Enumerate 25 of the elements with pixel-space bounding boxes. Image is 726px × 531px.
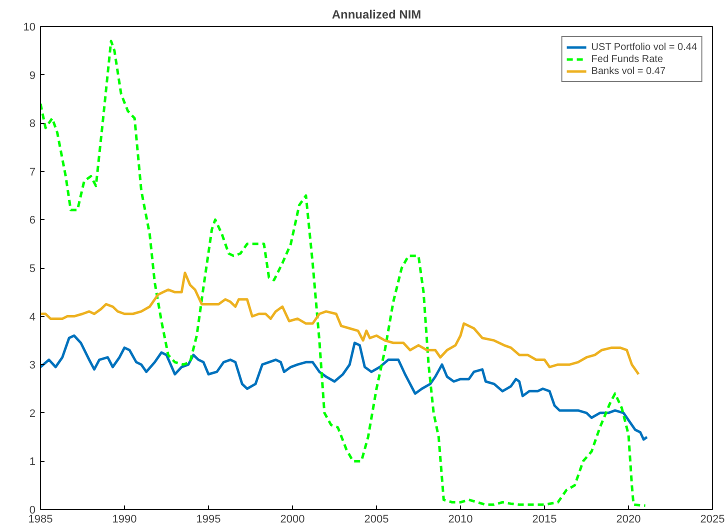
y-tick-label: 6 — [29, 214, 36, 227]
y-tick-label: 7 — [29, 166, 36, 178]
legend-label: Banks vol = 0.47 — [591, 65, 666, 77]
y-tick-label: 5 — [29, 263, 36, 275]
x-tick-label: 1995 — [196, 514, 221, 526]
x-tick-label: 1990 — [112, 514, 137, 526]
y-tick-label: 2 — [29, 408, 36, 420]
y-tick-label: 4 — [29, 311, 36, 324]
y-tick-label: 1 — [29, 456, 36, 468]
x-tick-label: 2020 — [616, 514, 641, 526]
chart-title: Annualized NIM — [332, 8, 422, 22]
y-tick-label: 10 — [23, 22, 36, 34]
legend-label: UST Portfolio vol = 0.44 — [591, 41, 697, 53]
x-tick-label: 2000 — [280, 514, 305, 526]
x-tick-label: 2010 — [448, 514, 473, 526]
x-tick-label: 1985 — [28, 514, 53, 526]
x-tick-label: 2005 — [364, 514, 389, 526]
line-series — [40, 272, 640, 376]
legend-label: Fed Funds Rate — [591, 53, 664, 65]
line-series — [40, 334, 648, 441]
y-tick-label: 3 — [29, 360, 36, 372]
x-tick-label: 2015 — [532, 514, 557, 526]
x-tick-label: 2025 — [700, 514, 725, 526]
y-tick-label: 9 — [29, 70, 36, 82]
y-tick-label: 8 — [29, 118, 36, 130]
